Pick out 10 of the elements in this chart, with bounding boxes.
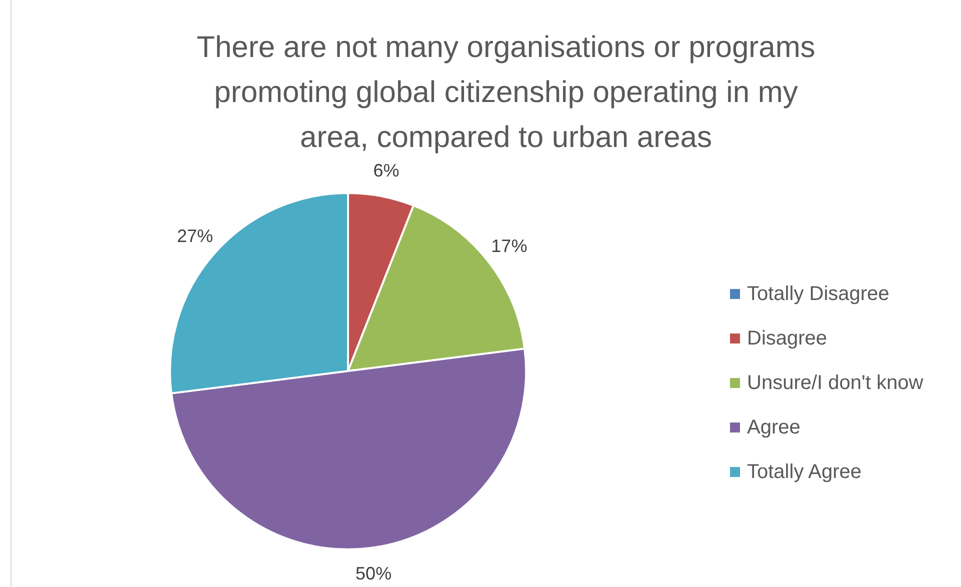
- legend-label: Agree: [747, 416, 800, 438]
- legend-label: Totally Disagree: [747, 283, 890, 305]
- legend-label: Unsure/I don't know: [747, 372, 924, 394]
- data-label: 6%: [373, 160, 400, 181]
- legend-label: Totally Agree: [747, 461, 862, 483]
- data-label: 17%: [491, 236, 528, 256]
- chart-title: There are not many organisations or programs promoting global citizenship operating in my area, compared to urban areas: [196, 31, 816, 154]
- legend-label: Disagree: [747, 328, 828, 350]
- data-label: 27%: [176, 226, 213, 246]
- data-label: 50%: [356, 563, 392, 584]
